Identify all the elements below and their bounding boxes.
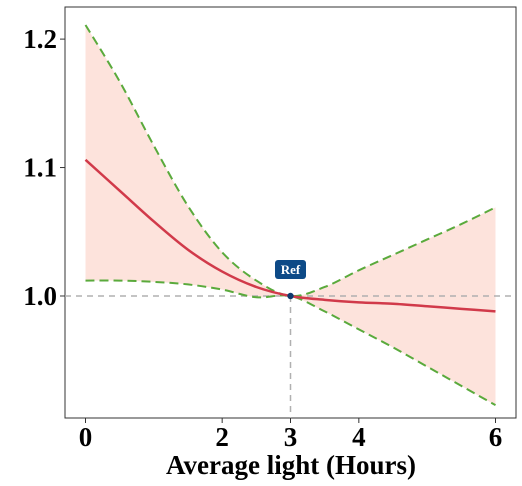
upper-bound-line [84, 24, 496, 298]
ref-badge-label: Ref [281, 262, 301, 277]
reference-point [287, 292, 294, 300]
y-tick-label: 1.0 [23, 281, 57, 311]
x-tick-label: 3 [284, 422, 298, 452]
x-tick-label: 6 [489, 422, 503, 452]
x-axis-title: Average light (Hours) [166, 450, 416, 480]
y-tick-label: 1.1 [23, 153, 57, 183]
x-tick-label: 2 [215, 422, 229, 452]
confidence-ribbon [85, 24, 496, 406]
x-tick-label: 0 [79, 422, 93, 452]
plot-area: Ref 1.0 1.1 1.2 0 2 3 4 6 [23, 6, 517, 452]
x-tick-label: 4 [352, 422, 366, 452]
y-tick-label: 1.2 [23, 24, 57, 54]
ref-badge [275, 259, 306, 279]
